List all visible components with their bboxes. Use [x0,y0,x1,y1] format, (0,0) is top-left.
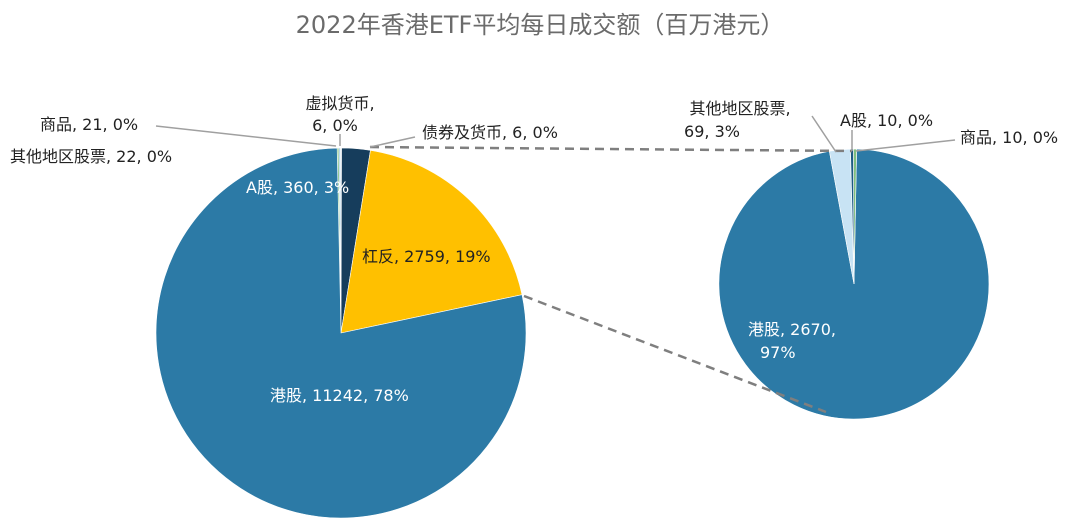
leader-line-sub-other-regions [811,115,837,153]
label-leveraged-inverse: 杠反, 2759, 19% [362,247,491,266]
sub-slice-commodity [853,148,857,285]
label-other-regions: 其他地区股票, 22, 0% [10,147,172,166]
leader-line-sub-commodity [855,139,956,152]
label-virtual-currency-line1: 虚拟货币, [305,94,374,113]
main-slice-hk-stocks [155,147,527,519]
sub-label-hk-stocks-line2: 97% [760,343,796,362]
connector-line-top [369,145,853,153]
label-a-shares: A股, 360, 3% [246,178,349,197]
connector-line-bottom [523,294,827,414]
sub-label-hk-stocks-line1: 港股, 2670, [748,320,836,339]
leader-lines [155,115,956,153]
chart-title: 2022年香港ETF平均每日成交额（百万港元） [296,11,785,39]
label-bond-money: 债券及货币, 6, 0% [422,123,558,142]
main-slice-leveraged-inverse [340,150,523,334]
label-commodity: 商品, 21, 0% [40,115,138,134]
sub-pie [718,148,990,420]
sub-label-a-shares: A股, 10, 0% [840,111,933,130]
sub-label-other-regions-line2: 69, 3% [684,122,740,141]
sub-label-other-regions-line1: 其他地区股票, [689,99,790,118]
main-pie [155,147,527,519]
label-virtual-currency-line2: 6, 0% [312,116,358,135]
sub-label-commodity: 商品, 10, 0% [960,128,1058,147]
leader-line-commodity [155,125,337,147]
label-hk-stocks: 港股, 11242, 78% [270,386,409,405]
leader-line-bond-money [369,136,416,148]
